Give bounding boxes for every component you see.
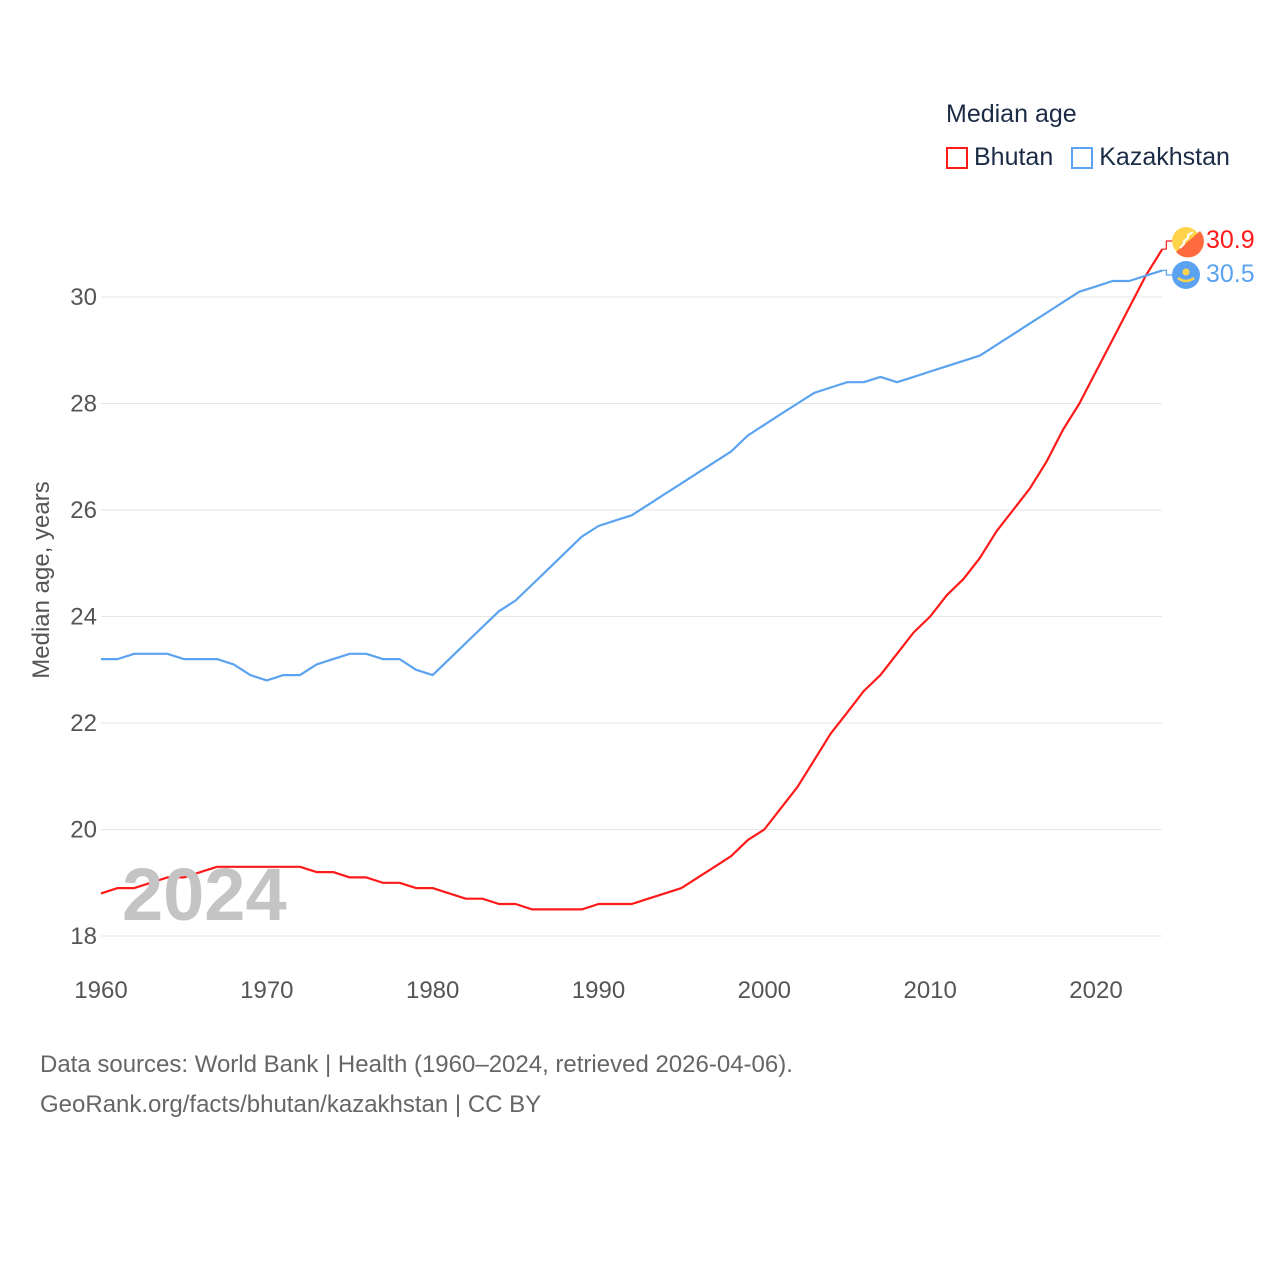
x-tick-1960: 1960 (74, 977, 127, 1004)
x-tick-2020: 2020 (1069, 977, 1122, 1004)
footer-link[interactable]: GeoRank.org/facts/bhutan/kazakhstan | CC… (40, 1091, 542, 1118)
y-tick-26: 26 (70, 497, 97, 524)
legend-item-bhutan[interactable]: Bhutan (946, 143, 1053, 172)
x-tick-1970: 1970 (240, 977, 293, 1004)
footer: Data sources: World Bank | Health (1960–… (40, 1045, 793, 1125)
legend-label-bhutan: Bhutan (974, 143, 1054, 171)
legend-label-kazakhstan: Kazakhstan (1099, 143, 1230, 171)
legend-title: Median age (946, 100, 1077, 128)
series-line-kazakhstan (101, 269, 1163, 682)
x-tick-1980: 1980 (406, 977, 459, 1004)
end-connector-kazakhstan (1162, 269, 1175, 276)
y-tick-22: 22 (70, 710, 97, 737)
legend-swatch-bhutan (946, 146, 968, 169)
year-watermark: 2024 (122, 853, 287, 936)
y-tick-18: 18 (70, 923, 97, 950)
y-tick-20: 20 (70, 817, 97, 844)
y-tick-28: 28 (70, 391, 97, 418)
x-tick-2000: 2000 (738, 977, 791, 1004)
x-tick-2010: 2010 (903, 977, 956, 1004)
end-label-bhutan: 30.9 (1206, 226, 1255, 254)
kazakhstan-eagle (1177, 276, 1195, 283)
series-line-bhutan (100, 248, 1164, 911)
legend: Bhutan Kazakhstan (946, 143, 1230, 172)
end-connector-bhutan (1162, 240, 1175, 250)
kazakhstan-sun (1182, 268, 1190, 276)
legend-item-kazakhstan[interactable]: Kazakhstan (1071, 143, 1230, 172)
bhutan-dragon (1179, 231, 1194, 249)
end-label-kazakhstan: 30.5 (1206, 260, 1255, 288)
y-tick-24: 24 (70, 604, 97, 631)
footer-source: Data sources: World Bank | Health (1960–… (40, 1051, 793, 1078)
bhutan-flag-orange (1176, 231, 1204, 258)
legend-swatch-kazakhstan (1071, 146, 1094, 169)
y-tick-30: 30 (70, 284, 97, 311)
y-axis-label: Median age, years (28, 481, 55, 679)
x-tick-1990: 1990 (572, 977, 625, 1004)
